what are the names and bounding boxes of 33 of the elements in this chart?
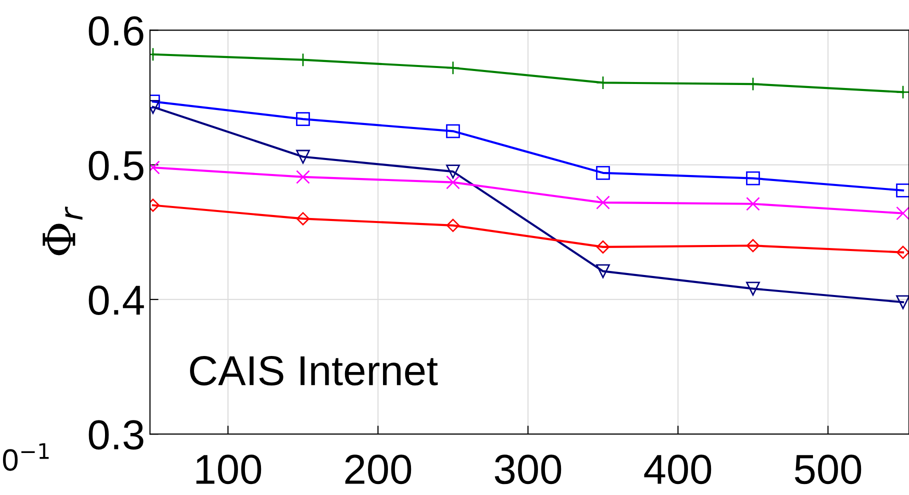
point [596, 264, 610, 278]
x-tick-label: 400 [644, 454, 712, 484]
point [596, 240, 610, 254]
point [596, 196, 610, 210]
point [746, 282, 760, 296]
point [896, 295, 909, 310]
point [296, 170, 310, 184]
point [896, 85, 909, 100]
x-tick-label: 200 [345, 454, 412, 484]
annotation: CAIS Internet [190, 356, 438, 386]
point [746, 196, 760, 211]
y-tick-label: 0.4 [88, 285, 144, 315]
point [746, 239, 760, 252]
point [446, 218, 460, 232]
point [446, 60, 460, 75]
point [296, 112, 310, 126]
point [746, 171, 760, 186]
point [896, 206, 909, 220]
point [446, 164, 460, 179]
x-tick-label: 500 [794, 454, 862, 484]
point [446, 175, 460, 190]
y-tick-label: 0.3 [88, 420, 144, 450]
point [296, 212, 310, 226]
y-tick-label: 0.5 [88, 150, 144, 180]
y-tick-label: 0.6 [88, 16, 144, 46]
x-tick-label: 100 [196, 454, 262, 484]
point [296, 150, 310, 164]
x-tick-label: 300 [494, 454, 562, 484]
text: 0$^{−1}$ [3, 443, 49, 471]
point [596, 166, 610, 180]
point [896, 246, 909, 259]
point [446, 124, 460, 138]
y-axis-title: Φ$_{r}$ [42, 206, 82, 256]
